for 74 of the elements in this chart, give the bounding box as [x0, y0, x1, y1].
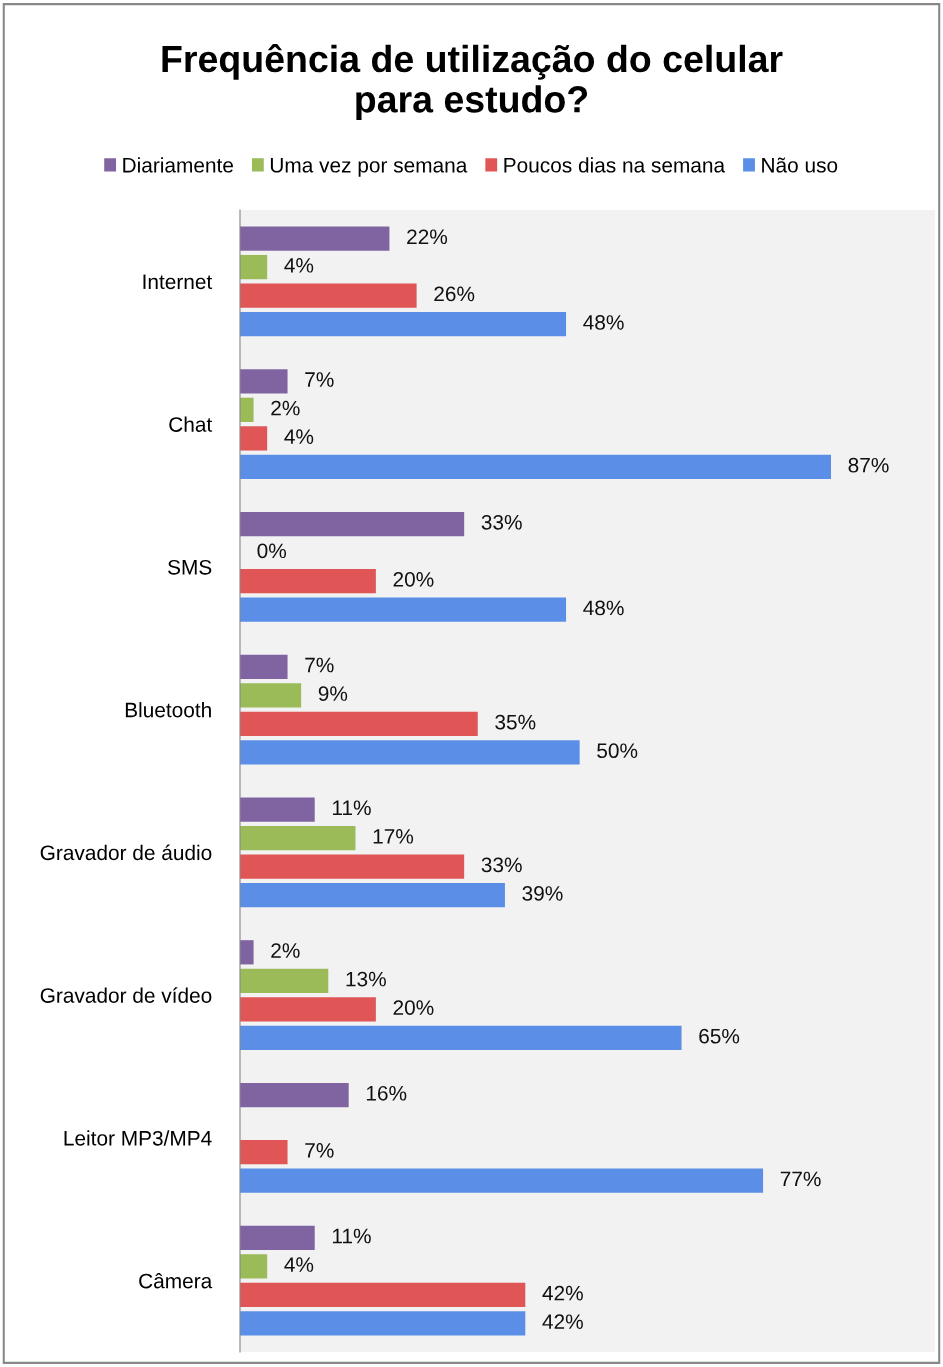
data-label: 13%	[346, 971, 386, 987]
data-label: 65%	[699, 1028, 740, 1044]
bar	[240, 740, 580, 765]
bar	[240, 426, 268, 451]
y-tick-label: Chat	[169, 416, 213, 432]
bar	[240, 312, 567, 337]
data-label: 33%	[481, 514, 522, 530]
bar	[240, 597, 567, 622]
data-label: 42%	[542, 1314, 583, 1329]
data-label: 50%	[597, 743, 638, 759]
data-label: 20%	[393, 571, 434, 587]
legend-label: Uma vez por semana	[270, 158, 468, 177]
y-tick-label: Bluetooth	[125, 702, 211, 718]
bar	[240, 369, 288, 394]
y-tick-label: SMS	[168, 559, 212, 575]
y-tick-label: Gravador de vídeo	[40, 987, 212, 1003]
bar	[240, 997, 376, 1022]
bar	[240, 1025, 682, 1051]
data-label: 17%	[373, 829, 414, 844]
data-label: 4%	[284, 258, 314, 273]
bar	[240, 1225, 315, 1250]
data-label: 2%	[271, 400, 300, 416]
legend-label: Poucos dias na semana	[504, 157, 726, 173]
bar	[240, 825, 356, 851]
bar	[240, 1254, 268, 1279]
data-label: 11%	[332, 800, 371, 816]
bar	[240, 968, 329, 993]
bar	[240, 397, 254, 422]
data-label: 4%	[284, 1257, 314, 1272]
data-label: 0%	[257, 543, 287, 559]
y-tick-label: Internet	[143, 274, 213, 290]
data-label: 20%	[393, 1000, 434, 1015]
bar	[240, 1168, 764, 1193]
bar	[240, 854, 465, 879]
bar	[240, 1082, 349, 1108]
data-label: 2%	[271, 943, 300, 958]
data-label: 9%	[318, 686, 348, 701]
data-label: 7%	[305, 372, 334, 387]
legend-label: Não uso	[762, 157, 838, 173]
bar	[240, 683, 302, 708]
bar	[240, 283, 417, 308]
data-label: 77%	[780, 1171, 821, 1187]
data-label: 22%	[407, 229, 448, 245]
data-label: 7%	[305, 1143, 334, 1158]
y-tick-label: Leitor MP3/MP4	[64, 1130, 212, 1146]
data-label: 26%	[434, 286, 475, 302]
data-label: 48%	[583, 315, 624, 330]
chart-title: Frequência de utilização do celular para estudo?	[162, 43, 783, 121]
legend-label: Diariamente	[123, 157, 233, 173]
bar	[240, 569, 376, 594]
bar	[240, 711, 478, 737]
data-label: 33%	[481, 857, 522, 873]
data-label: 11%	[332, 1228, 371, 1244]
data-label: 48%	[583, 600, 624, 616]
data-label: 4%	[284, 429, 314, 444]
y-tick-label: Gravador de áudio	[40, 844, 212, 861]
data-label: 16%	[366, 1085, 407, 1101]
data-label: 39%	[522, 886, 563, 901]
bar	[240, 1282, 526, 1308]
bar	[240, 883, 505, 908]
y-tick-label: Câmera	[139, 1273, 213, 1289]
bar	[240, 797, 315, 822]
data-label: 87%	[848, 457, 889, 473]
bar	[240, 1311, 526, 1336]
bar	[240, 511, 465, 537]
bar	[240, 1140, 288, 1165]
data-label: 35%	[495, 714, 536, 730]
bar	[240, 454, 831, 480]
data-label: 7%	[305, 657, 334, 673]
bar	[240, 226, 390, 251]
bar	[240, 654, 288, 679]
data-label: 42%	[542, 1285, 583, 1301]
bar	[240, 254, 268, 280]
bar	[240, 940, 254, 965]
